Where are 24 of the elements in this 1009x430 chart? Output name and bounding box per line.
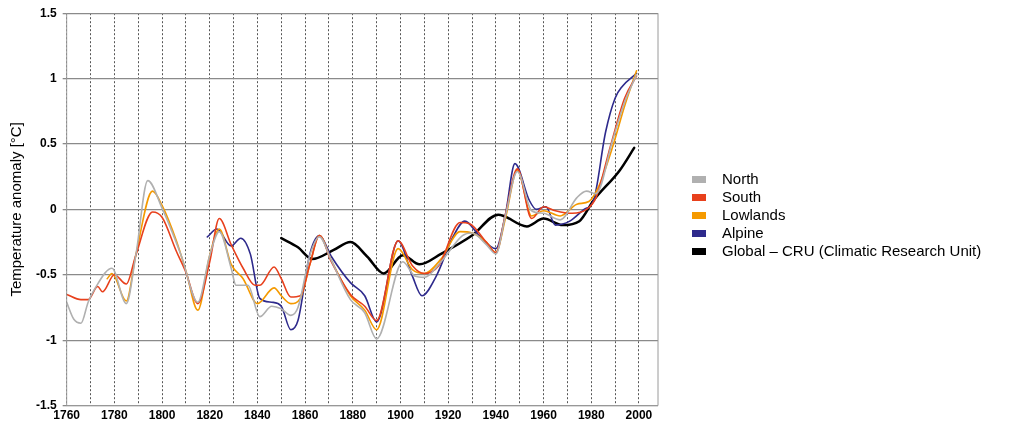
legend-label: Lowlands	[722, 206, 786, 224]
y-tick-label: -1	[46, 332, 57, 347]
legend-label: South	[722, 188, 762, 206]
y-axis-title: Temperature anomaly [°C]	[7, 122, 25, 297]
x-tick-label: 1840	[244, 408, 272, 423]
x-tick-label: 1860	[291, 408, 319, 423]
x-tick-label: 1880	[339, 408, 367, 423]
y-tick-label: 0.5	[39, 136, 57, 151]
legend-label: North	[722, 170, 759, 188]
x-tick-label: 1780	[101, 408, 129, 423]
x-tick-label: 1980	[577, 408, 605, 423]
y-tick-label: 0	[49, 201, 57, 216]
legend-label: Alpine	[722, 224, 764, 242]
y-tick-label: -0.5	[35, 267, 57, 282]
x-tick-label: 1920	[434, 408, 462, 423]
x-tick-label: 2000	[625, 408, 653, 423]
legend-label: Global – CRU (Climatic Research Unit)	[722, 242, 982, 260]
y-tick-label: 1.5	[39, 5, 57, 20]
x-tick-label: 1940	[482, 408, 510, 423]
x-tick-label: 1900	[387, 408, 415, 423]
x-tick-label: 1960	[530, 408, 558, 423]
x-tick-label: 1820	[196, 408, 224, 423]
y-tick-label: 1	[49, 70, 57, 85]
x-tick-label: 1800	[148, 408, 176, 423]
